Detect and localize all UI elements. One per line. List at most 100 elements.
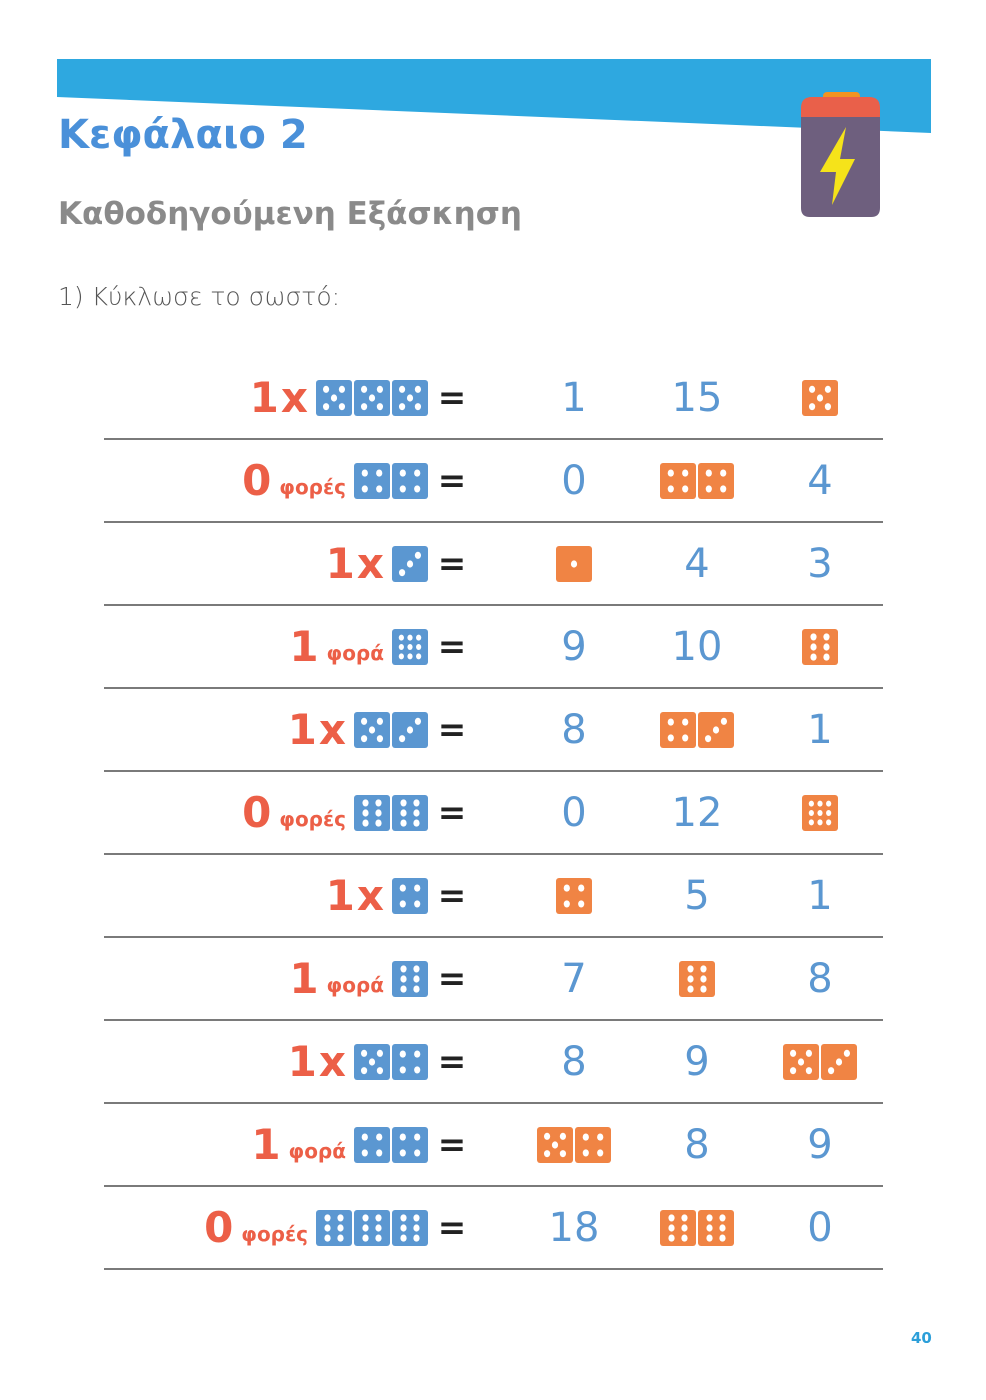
die-pip [324, 1234, 331, 1242]
die-pip [823, 642, 830, 651]
dice-group [354, 1126, 428, 1163]
die-pip [720, 484, 727, 492]
die-pip [706, 1213, 713, 1221]
die-pip [706, 1223, 713, 1232]
die-pip [400, 964, 407, 972]
die-pip [360, 402, 368, 410]
answer-value: 10 [671, 623, 723, 670]
die-pip [805, 1066, 813, 1074]
die-pip [413, 1223, 420, 1232]
answer-value: 1 [807, 872, 833, 919]
die-pip [414, 1050, 421, 1058]
equals-text: = [437, 875, 467, 916]
answer-value: 1 [561, 374, 587, 421]
die-4 [354, 462, 390, 499]
multiplier-word: φορά [288, 1139, 346, 1163]
multiplier-word: φορές [241, 1222, 308, 1246]
die-pip [414, 1065, 421, 1073]
die-pip [360, 385, 368, 393]
die-pip [582, 1133, 589, 1141]
exercise-row: 1 x = 8 1 [104, 689, 883, 772]
exercise-instruction: 1) Κύκλωσε το σωστό: [58, 282, 341, 311]
die-pip [681, 1213, 688, 1221]
die-4 [698, 462, 734, 499]
die-pip [376, 385, 384, 393]
die-pip [551, 1140, 559, 1149]
dice-group [660, 462, 734, 499]
answer-value: 7 [561, 955, 587, 1002]
multiplier-word: φορά [326, 641, 384, 665]
die-pip [376, 734, 384, 742]
die-4 [392, 877, 428, 914]
die-pip [368, 393, 376, 402]
multiplier: 1 φορά [289, 938, 428, 1019]
die-pip [816, 393, 824, 402]
die-pip [360, 734, 368, 742]
die-pip [337, 1234, 344, 1242]
die-pip [559, 1132, 567, 1140]
die-pip [700, 985, 707, 993]
die-pip [797, 1057, 805, 1066]
die-pip [826, 809, 832, 816]
die-4 [575, 1126, 611, 1163]
dice-group [660, 711, 734, 748]
die-pip [682, 733, 689, 741]
exercise-row: 1 x = 8 9 [104, 1021, 883, 1104]
die-9 [802, 794, 838, 831]
die-pip [360, 717, 368, 725]
multiplier-word: φορές [279, 475, 346, 499]
dice-group [679, 960, 715, 997]
dice-group [392, 628, 428, 665]
die-4 [660, 711, 696, 748]
multiplier-number: 1 [289, 622, 319, 671]
die-6 [392, 1209, 428, 1246]
exercise-row: 1 φορά = 8 9 [104, 1104, 883, 1187]
times-sign: x [280, 373, 308, 422]
die-pip [376, 402, 384, 410]
dice-group [802, 628, 838, 665]
page-subtitle: Καθοδηγούμενη Εξάσκηση [58, 196, 522, 232]
answer-value: 4 [684, 540, 710, 587]
answer-value: 15 [671, 374, 723, 421]
die-pip [361, 1133, 368, 1141]
dice-group [392, 960, 428, 997]
die-6 [354, 1209, 390, 1246]
die-pip [789, 1066, 797, 1074]
die-pip [406, 559, 414, 568]
die-5 [392, 379, 428, 416]
die-4 [392, 1043, 428, 1080]
dice-group [354, 1043, 428, 1080]
dice-group [316, 1209, 428, 1246]
equals-text: = [437, 709, 467, 750]
die-pip [413, 1234, 420, 1242]
answer-value: 5 [684, 872, 710, 919]
die-pip [817, 818, 823, 825]
die-pip [398, 652, 404, 659]
die-pip [706, 1234, 713, 1242]
multiplier-number: 0 [242, 456, 272, 505]
die-pip [376, 1148, 383, 1156]
die-3 [698, 711, 734, 748]
dice-group [537, 1126, 611, 1163]
equals-text: = [437, 377, 467, 418]
die-pip [399, 469, 406, 477]
die-pip [597, 1148, 604, 1156]
die-pip [337, 1213, 344, 1221]
die-pip [824, 385, 832, 393]
equals-text: = [437, 1124, 467, 1165]
exercise-row: 0 φορές = 0 12 [104, 772, 883, 855]
multiplier-number: 0 [204, 1203, 234, 1252]
die-pip [667, 484, 674, 492]
die-4 [392, 1126, 428, 1163]
die-pip [375, 1234, 382, 1242]
die-pip [578, 884, 585, 892]
die-pip [376, 1133, 383, 1141]
die-pip [400, 808, 407, 817]
die-pip [414, 899, 421, 907]
die-pip [827, 1066, 835, 1074]
die-pip [362, 808, 369, 817]
die-pip [414, 1148, 421, 1156]
answer-value: 9 [807, 1121, 833, 1168]
